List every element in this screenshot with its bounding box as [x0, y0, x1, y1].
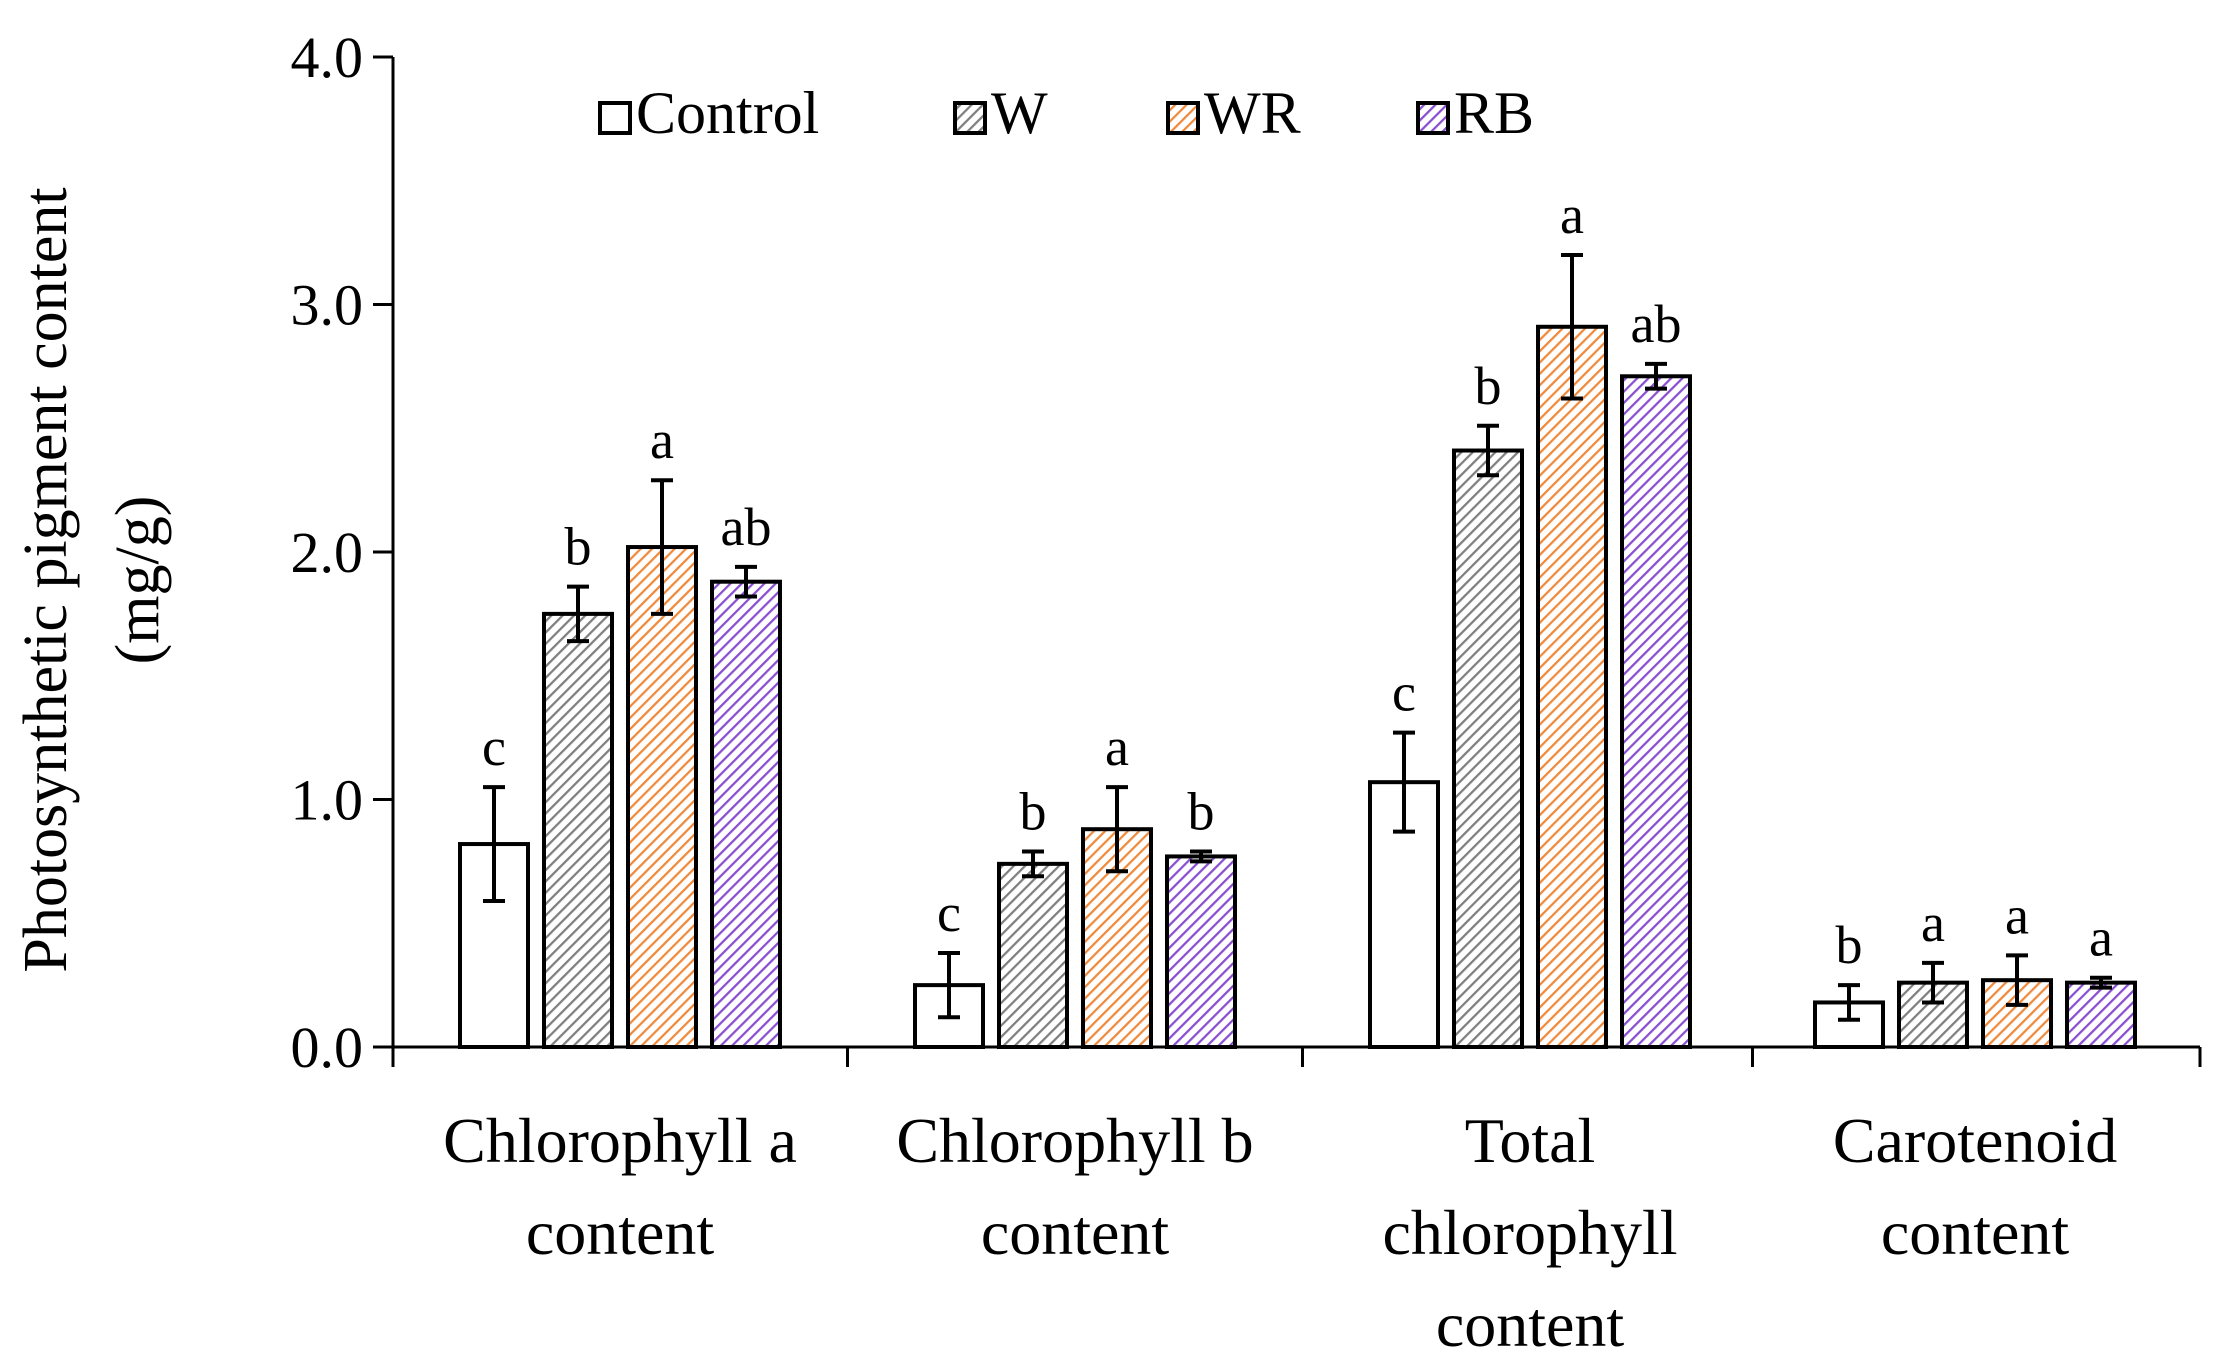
significance-letter: ab [1631, 294, 1682, 354]
bar-rb-2 [1165, 854, 1237, 1049]
bar-rb-4 [2065, 980, 2137, 1050]
bar-wr-3 [1536, 324, 1608, 1049]
significance-letter: b [1836, 915, 1863, 975]
legend-item-control: Control [598, 80, 819, 146]
error-bars [483, 253, 2112, 1022]
legend-swatch [598, 101, 632, 135]
x-category-label: Total [1465, 1105, 1596, 1176]
y-tick-label: 0.0 [291, 1015, 364, 1080]
y-axis-label: (mg/g) [104, 496, 172, 665]
x-category-label: Carotenoid [1833, 1105, 2117, 1176]
bars [458, 324, 2137, 1050]
x-category-label: content [1881, 1197, 2070, 1268]
bar-rb-1 [710, 579, 782, 1049]
significance-letter: b [565, 517, 592, 577]
significance-letter: a [1560, 185, 1584, 245]
y-tick-label: 4.0 [291, 25, 364, 90]
x-category-label: chlorophyll [1382, 1197, 1677, 1268]
significance-letter: a [1921, 893, 1945, 953]
legend-item-w: W [953, 80, 1048, 146]
significance-letter: b [1020, 781, 1047, 841]
significance-letter: a [650, 410, 674, 470]
x-category-label: content [526, 1197, 715, 1268]
y-tick-label: 3.0 [291, 273, 364, 338]
y-tick-label: 1.0 [291, 768, 364, 833]
legend-label: Control [636, 80, 819, 146]
significance-letter: c [937, 883, 961, 943]
axis-labels: Chlorophyll a content Chlorophyll b content… [12, 187, 2117, 1358]
bar-w-3 [1452, 448, 1524, 1049]
significance-letter: b [1188, 781, 1215, 841]
significance-letter: b [1475, 356, 1502, 416]
significance-letter: a [1105, 717, 1129, 777]
bar-w-1 [542, 611, 614, 1049]
legend-label: W [991, 80, 1048, 146]
legend-item-rb: RB [1416, 80, 1534, 146]
significance-letter: c [482, 717, 506, 777]
significance-letter: a [2005, 885, 2029, 945]
legend: Control W WR RB [598, 80, 1534, 146]
legend-swatch [953, 101, 987, 135]
significance-letter: c [1392, 663, 1416, 723]
legend-swatch [1166, 101, 1200, 135]
x-category-label: content [1436, 1289, 1625, 1358]
legend-swatch [1416, 101, 1450, 135]
legend-item-wr: WR [1166, 80, 1301, 146]
bar-rb-3 [1620, 374, 1692, 1049]
significance-letter: ab [721, 497, 772, 557]
significance-letter: a [2089, 908, 2113, 968]
x-category-label: content [981, 1197, 1170, 1268]
y-axis-label: Photosynthetic pigment content [12, 187, 80, 972]
y-tick-label: 2.0 [291, 520, 364, 585]
x-category-label: Chlorophyll b [896, 1105, 1253, 1176]
legend-label: WR [1204, 80, 1301, 146]
legend-label: RB [1454, 80, 1534, 146]
x-category-label: Chlorophyll a [443, 1105, 797, 1176]
bar-wr-1 [626, 545, 698, 1049]
bar-w-2 [997, 861, 1069, 1049]
